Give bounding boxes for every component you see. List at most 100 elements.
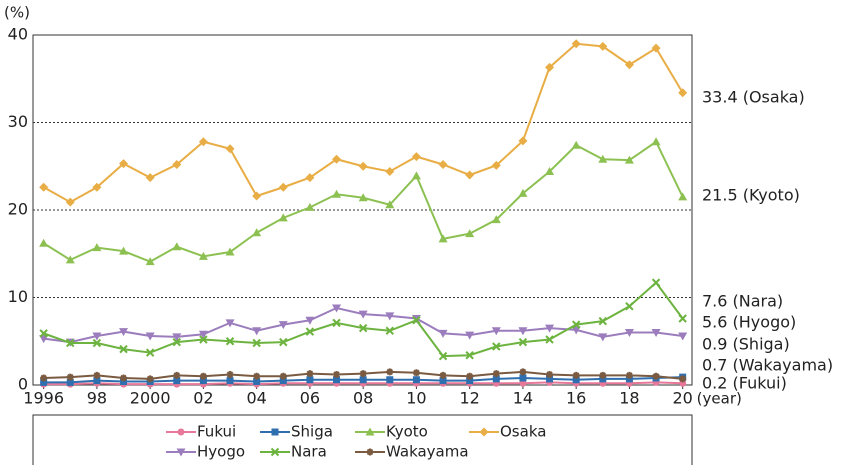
end-label: 0.2 (Fukui) <box>702 374 787 393</box>
y-axis-label: (%) <box>4 4 30 22</box>
point <box>93 371 101 379</box>
point <box>172 337 181 347</box>
point <box>519 374 527 382</box>
point <box>332 318 341 328</box>
point <box>598 41 608 51</box>
point <box>598 316 608 326</box>
point <box>545 167 555 175</box>
point <box>145 173 155 183</box>
point <box>412 369 420 377</box>
point <box>279 372 287 380</box>
series-line <box>43 281 684 358</box>
y-tick-label: 20 <box>8 200 28 219</box>
point <box>439 371 447 379</box>
point <box>252 191 262 201</box>
point <box>571 39 581 49</box>
point <box>465 170 475 180</box>
legend-item: Nara <box>260 443 327 461</box>
point <box>145 332 155 341</box>
point <box>386 368 394 376</box>
y-tick-label: 40 <box>8 25 28 44</box>
point <box>226 371 234 378</box>
point <box>571 140 581 149</box>
x-tick-label: 16 <box>566 389 586 408</box>
point <box>546 371 554 378</box>
point <box>492 342 501 351</box>
point <box>92 243 102 252</box>
point <box>65 255 75 264</box>
point <box>598 333 608 342</box>
point <box>358 310 368 319</box>
point <box>519 368 527 376</box>
point <box>199 372 207 380</box>
point <box>172 242 182 251</box>
point <box>678 314 687 323</box>
point <box>279 337 288 347</box>
point <box>678 88 688 98</box>
point <box>545 62 555 72</box>
point <box>546 375 554 383</box>
point <box>66 338 75 348</box>
point <box>466 372 474 380</box>
point <box>491 215 501 224</box>
x-tick-label: 1996 <box>23 389 64 408</box>
x-tick-label: 20 <box>673 389 693 408</box>
point <box>198 137 208 147</box>
point <box>479 427 489 437</box>
point <box>40 378 48 386</box>
point <box>39 329 48 338</box>
point <box>119 328 129 337</box>
x-tick-label: 98 <box>87 389 107 408</box>
x-tick-label: 06 <box>300 389 320 408</box>
point <box>625 371 633 379</box>
point <box>93 377 101 385</box>
legend-label: Hyogo <box>197 443 245 461</box>
point <box>279 377 287 385</box>
x-tick-label: 12 <box>459 389 479 408</box>
point <box>92 332 102 341</box>
point <box>225 319 235 328</box>
point <box>411 152 421 162</box>
point <box>385 200 395 209</box>
point <box>278 182 288 192</box>
legend-box <box>32 414 693 465</box>
point <box>199 377 207 385</box>
point <box>678 192 688 201</box>
point <box>411 171 421 180</box>
point <box>66 373 74 381</box>
x-tick-label: 10 <box>406 389 426 408</box>
point <box>198 251 208 260</box>
point <box>305 173 315 183</box>
y-tick-label: 0 <box>18 375 28 394</box>
point <box>225 144 235 154</box>
point <box>332 304 342 313</box>
point <box>270 447 280 457</box>
point <box>306 376 314 384</box>
x-tick-label: 02 <box>193 389 213 408</box>
point <box>65 197 75 207</box>
point <box>651 329 661 337</box>
point <box>119 246 129 255</box>
point <box>278 213 288 222</box>
point <box>365 427 375 436</box>
point <box>491 327 501 336</box>
x-tick-label: 08 <box>353 389 373 408</box>
point <box>438 160 448 169</box>
legend-label: Kyoto <box>386 423 428 441</box>
x-axis-label: (year) <box>697 390 742 408</box>
end-label: 0.9 (Shiga) <box>702 335 790 354</box>
point <box>624 329 634 337</box>
point <box>492 375 500 383</box>
point <box>465 351 474 360</box>
legend-item: Kyoto <box>355 423 428 441</box>
point <box>438 329 448 338</box>
point <box>252 327 262 336</box>
point <box>366 448 374 456</box>
point <box>358 323 368 333</box>
point <box>199 335 208 344</box>
point <box>172 160 182 169</box>
point <box>465 229 475 238</box>
point <box>332 189 342 198</box>
point <box>518 136 528 146</box>
y-tick-label: 30 <box>8 112 28 131</box>
